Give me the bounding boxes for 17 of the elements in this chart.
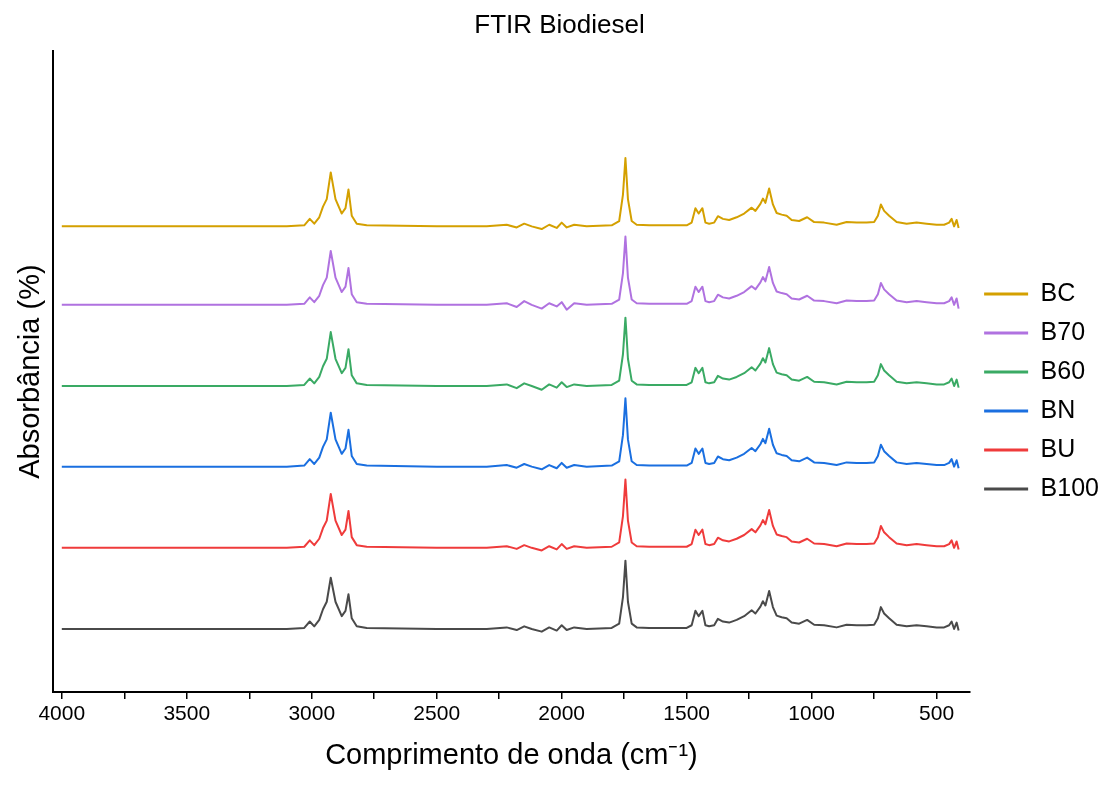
x-tick-label: 4000 <box>38 701 86 725</box>
chart-title: FTIR Biodiesel <box>474 8 645 39</box>
y-axis-title: Absorbância (%) <box>13 264 46 479</box>
x-tick-label: 3000 <box>288 701 336 725</box>
legend-label: B100 <box>1040 472 1099 501</box>
x-axis-title: Comprimento de onda (cm⁻¹) <box>325 737 698 770</box>
x-tick-label: 2500 <box>413 701 461 725</box>
x-tick-label: 1500 <box>663 701 711 725</box>
legend-label: BN <box>1040 394 1076 423</box>
legend-label: B60 <box>1040 355 1086 384</box>
x-tick-label: 3500 <box>163 701 211 725</box>
x-tick-label: 2000 <box>538 701 586 725</box>
x-tick-label: 500 <box>919 701 955 725</box>
legend-label: BU <box>1040 433 1076 462</box>
x-tick-label: 1000 <box>788 701 836 725</box>
legend-label: B70 <box>1040 316 1086 345</box>
legend-label: BC <box>1040 277 1076 306</box>
